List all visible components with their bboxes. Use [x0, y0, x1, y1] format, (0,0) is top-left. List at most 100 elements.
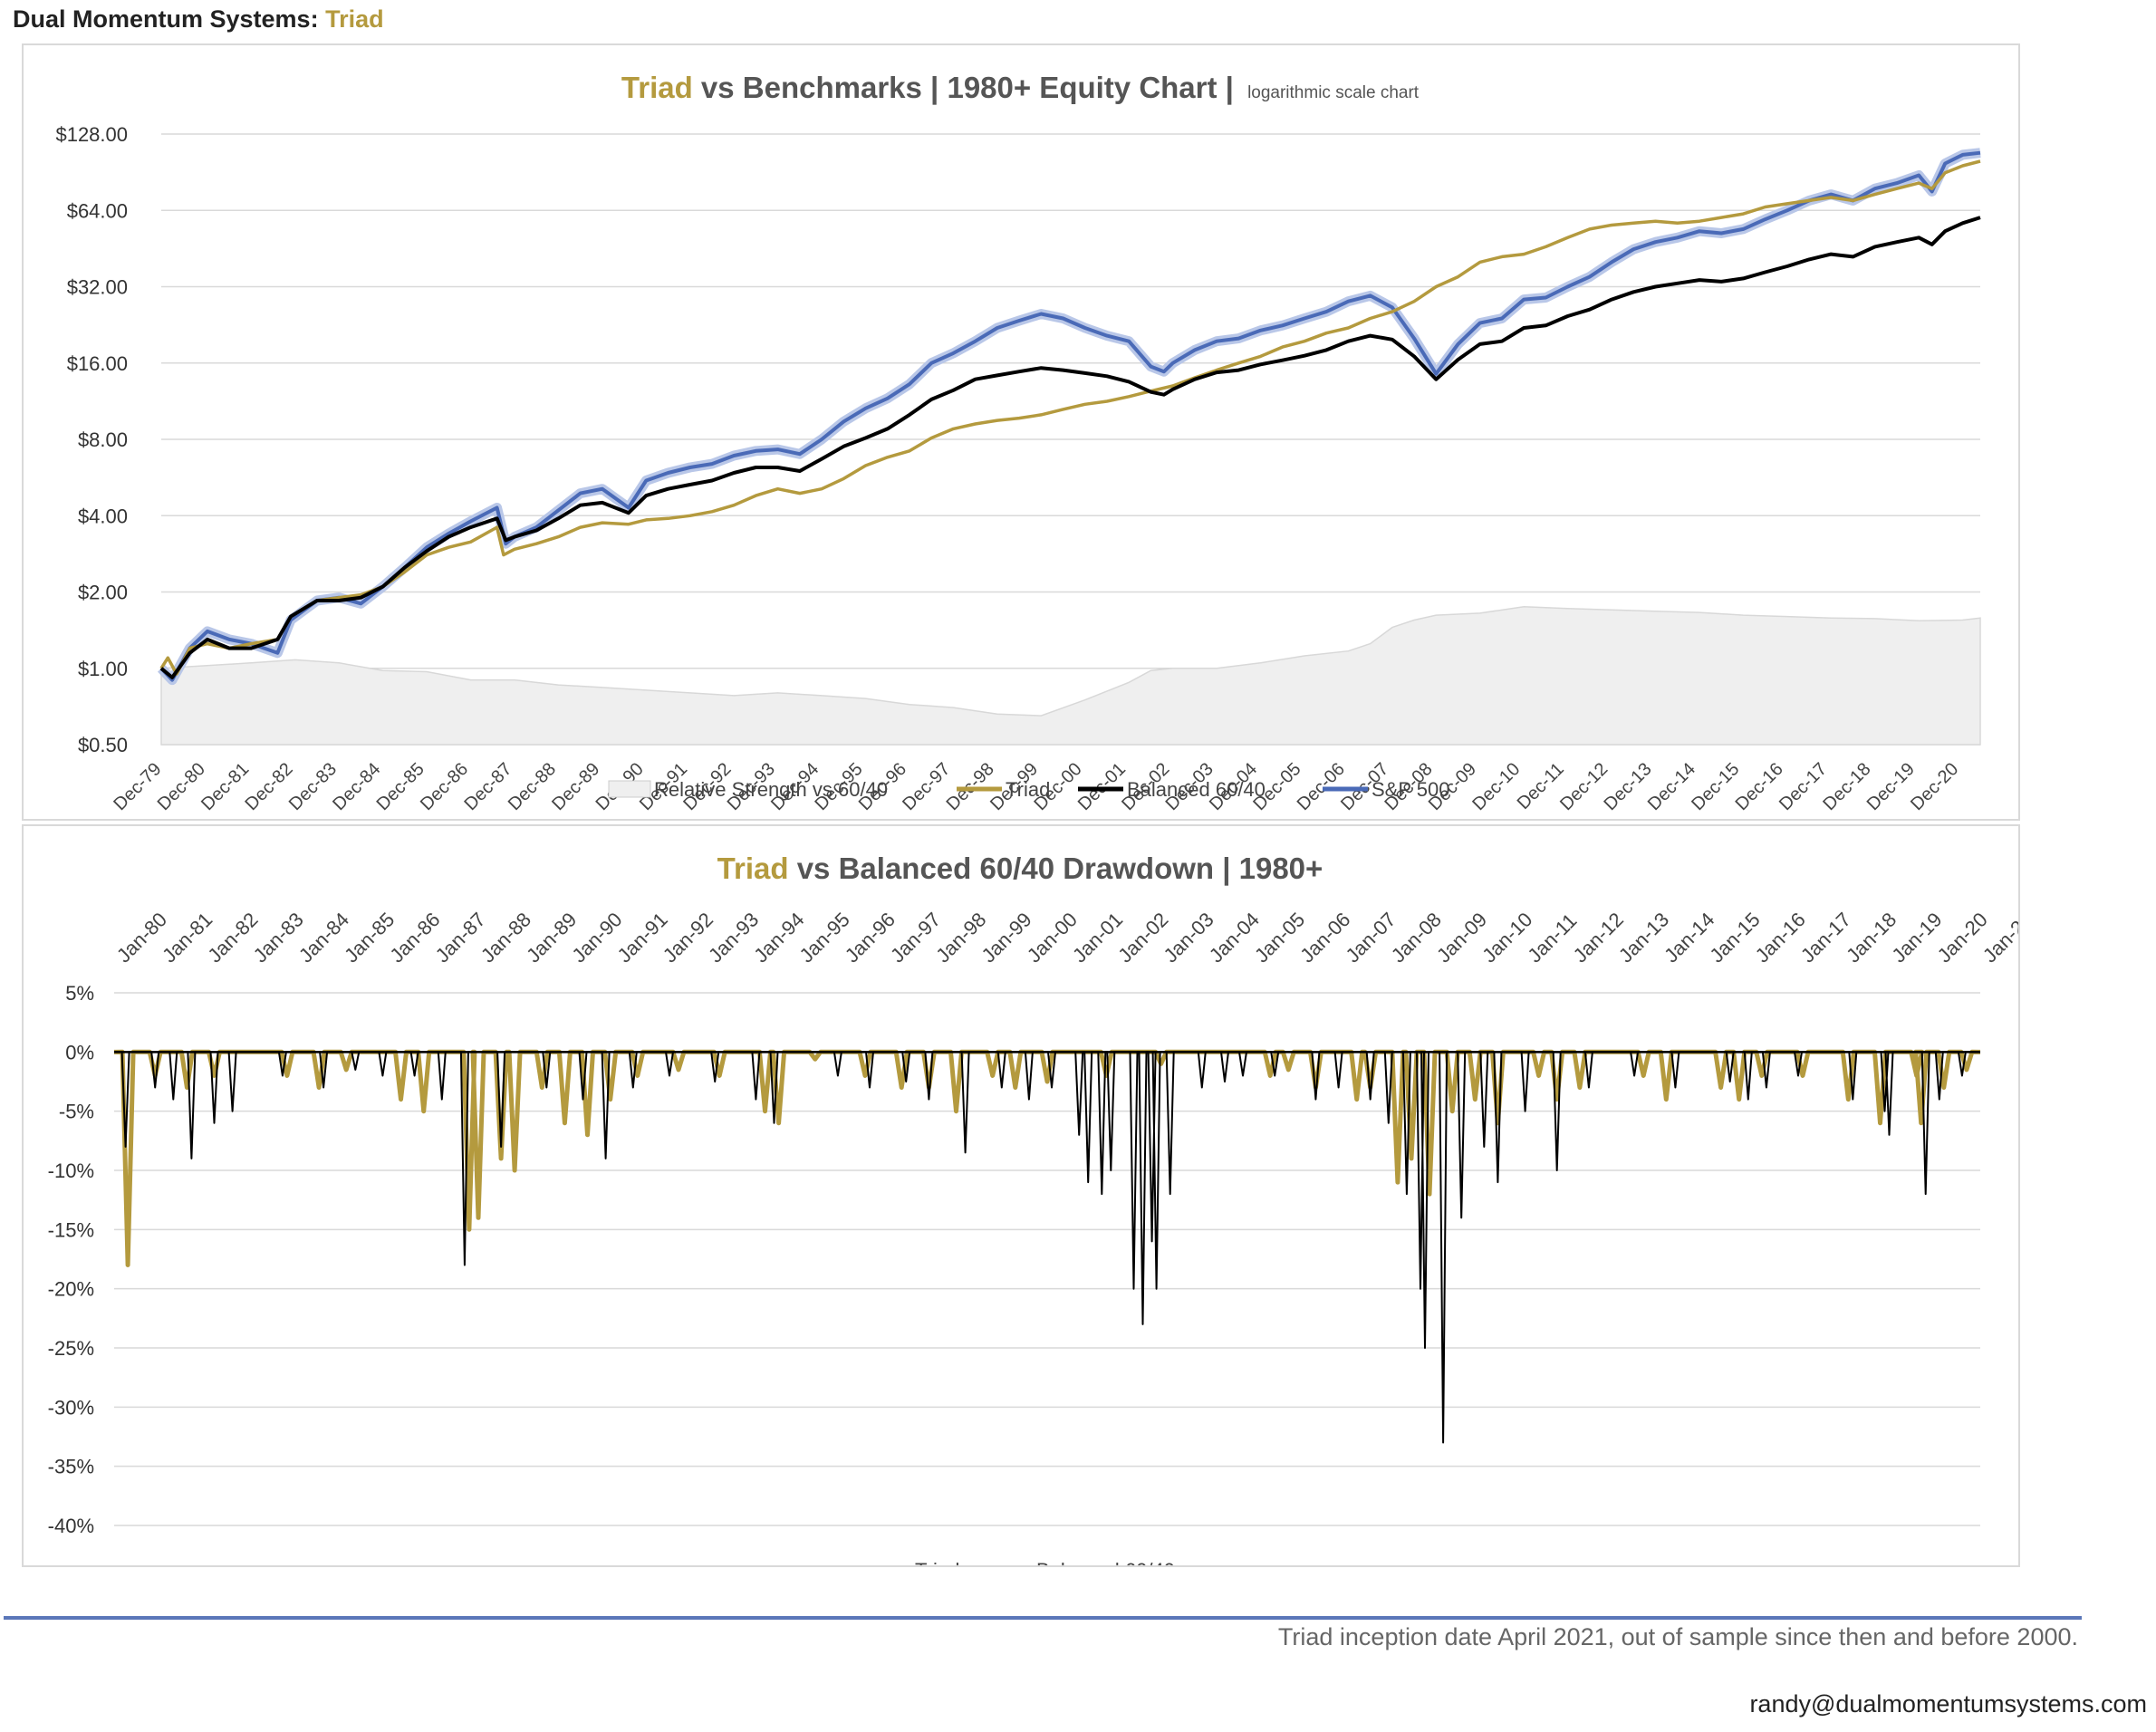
x-tick-label: Dec-79	[110, 759, 165, 814]
triad-drawdown-line	[113, 1049, 1981, 1267]
x-tick-label: Dec-87	[460, 759, 515, 814]
x-tick-label: Jan-00	[1023, 908, 1082, 967]
x-tick-label: Jan-99	[977, 908, 1035, 967]
page-header: Dual Momentum Systems: Triad	[13, 5, 384, 34]
x-tick-label: Dec-17	[1776, 759, 1831, 814]
x-tick-label: Dec-85	[373, 759, 428, 814]
x-tick-label: Jan-96	[841, 908, 900, 967]
x-tick-label: Dec-83	[285, 759, 341, 814]
x-tick-label: Jan-89	[522, 908, 581, 967]
sp500-line	[159, 150, 1981, 682]
y-tick-label: -40%	[48, 1515, 94, 1537]
x-tick-label: Jan-08	[1387, 908, 1446, 967]
x-tick-label: Dec-97	[899, 759, 954, 814]
x-tick-label: Jan-15	[1705, 908, 1764, 967]
equity-chart-subtitle: logarithmic scale chart	[1247, 83, 1420, 102]
y-tick-label: $16.00	[67, 352, 128, 375]
relative-strength-area	[160, 605, 1981, 746]
x-tick-label: Jan-92	[659, 908, 717, 967]
legend-label: Triad	[915, 1559, 959, 1565]
y-tick-label: -15%	[48, 1218, 94, 1241]
x-tick-label: Dec-20	[1907, 759, 1962, 814]
x-tick-label: Dec-86	[417, 759, 472, 814]
x-tick-label: Jan-85	[340, 908, 399, 967]
x-tick-label: Jan-83	[249, 908, 308, 967]
x-tick-label: Dec-89	[548, 759, 603, 814]
y-tick-label: 5%	[65, 982, 94, 1005]
x-tick-label: Jan-93	[704, 908, 763, 967]
x-tick-label: Jan-11	[1523, 909, 1581, 967]
x-tick-label: Jan-87	[431, 908, 490, 967]
x-tick-label: Jan-81	[158, 908, 217, 967]
x-tick-label: Jan-94	[749, 908, 808, 967]
x-tick-label: Jan-98	[931, 908, 990, 967]
y-tick-label: $128.00	[55, 123, 128, 146]
x-tick-label: Jan-01	[1068, 908, 1127, 967]
legend-label: S&P 500	[1372, 778, 1449, 801]
legend-swatch	[608, 780, 651, 798]
y-tick-label: -25%	[48, 1337, 94, 1360]
legend-label: Relative Strength vs 60/40	[654, 778, 888, 801]
x-tick-label: Jan-10	[1477, 908, 1536, 967]
x-tick-label: Jan-97	[886, 908, 945, 967]
drawdown-title-rest: vs Balanced 60/40 Drawdown | 1980+	[789, 852, 1323, 885]
x-tick-label: Dec-18	[1819, 759, 1874, 814]
x-tick-label: Dec-12	[1556, 759, 1612, 814]
header-prefix: Dual Momentum Systems:	[13, 5, 326, 33]
drawdown-title-accent: Triad	[717, 852, 789, 885]
y-tick-label: -20%	[48, 1278, 94, 1301]
x-tick-label: Jan-95	[795, 908, 854, 967]
x-tick-label: Jan-84	[294, 908, 353, 967]
y-tick-label: -5%	[59, 1101, 94, 1123]
x-tick-label: Jan-80	[112, 908, 171, 967]
legend-label: Balanced 60/40	[1127, 778, 1266, 801]
x-tick-label: Jan-17	[1796, 908, 1855, 967]
footer-divider	[4, 1616, 2082, 1620]
balanced-line	[159, 216, 1981, 679]
x-tick-label: Dec-16	[1732, 759, 1787, 814]
x-tick-label: Dec-13	[1600, 759, 1655, 814]
drawdown-chart-title: Triad vs Balanced 60/40 Drawdown | 1980+	[717, 852, 1323, 885]
x-tick-label: Dec-11	[1514, 759, 1568, 813]
x-tick-label: Jan-88	[476, 908, 535, 967]
x-tick-label: Dec-82	[242, 759, 297, 814]
x-tick-label: Dec-15	[1688, 759, 1743, 814]
x-tick-label: Jan-07	[1341, 908, 1400, 967]
y-tick-label: 0%	[65, 1041, 94, 1063]
drawdown-chart-panel: Triad vs Balanced 60/40 Drawdown | 1980+…	[22, 824, 2020, 1567]
triad-line	[159, 159, 1981, 676]
x-tick-label: Jan-12	[1569, 908, 1628, 967]
y-tick-label: $64.00	[67, 199, 128, 222]
x-tick-label: Jan-03	[1159, 908, 1218, 967]
y-tick-label: -10%	[48, 1159, 94, 1182]
y-tick-label: $1.00	[78, 658, 128, 680]
equity-chart-panel: Triad vs Benchmarks | 1980+ Equity Chart…	[22, 43, 2020, 821]
x-tick-label: Jan-02	[1113, 908, 1172, 967]
x-tick-label: Jan-90	[567, 908, 626, 967]
y-tick-label: $0.50	[78, 734, 128, 756]
x-tick-label: Dec-10	[1468, 759, 1524, 814]
header-accent: Triad	[325, 5, 384, 33]
y-tick-label: $4.00	[78, 505, 128, 527]
x-tick-label: Jan-86	[385, 908, 444, 967]
equity-chart: Triad vs Benchmarks | 1980+ Equity Chart…	[55, 71, 1981, 814]
balanced-drawdown-line	[113, 1051, 1981, 1444]
x-tick-label: Jan-04	[1205, 908, 1264, 967]
x-tick-label: Dec-80	[154, 759, 209, 814]
x-tick-label: Jan-05	[1250, 908, 1309, 967]
y-tick-label: $2.00	[78, 582, 128, 604]
x-tick-label: Jan-09	[1432, 908, 1491, 967]
equity-title-rest: vs Benchmarks | 1980+ Equity Chart |	[693, 71, 1242, 104]
contact-email: randy@dualmomentumsystems.com	[1749, 1690, 2147, 1718]
y-tick-label: $8.00	[78, 428, 128, 451]
x-tick-label: Dec-81	[197, 759, 253, 814]
x-tick-label: Dec-14	[1644, 759, 1699, 814]
x-tick-label: Jan-19	[1887, 908, 1946, 967]
x-tick-label: Dec-88	[505, 759, 560, 814]
y-tick-label: -30%	[48, 1396, 94, 1419]
x-tick-label: Dec-84	[329, 759, 384, 814]
drawdown-chart: Triad vs Balanced 60/40 Drawdown | 1980+…	[48, 852, 2018, 1565]
y-tick-label: -35%	[48, 1456, 94, 1478]
x-tick-label: Jan-13	[1614, 908, 1673, 967]
x-tick-label: Jan-20	[1933, 908, 1992, 967]
